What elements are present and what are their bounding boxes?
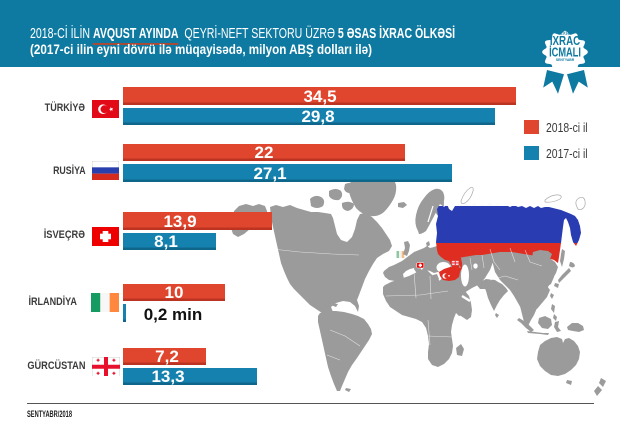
svg-text:İXRAC: İXRAC xyxy=(550,34,580,48)
svg-text:SENTYABR: SENTYABR xyxy=(556,58,575,62)
svg-text:2018: 2018 xyxy=(560,31,570,36)
svg-text:İCMALI: İCMALI xyxy=(549,45,581,60)
